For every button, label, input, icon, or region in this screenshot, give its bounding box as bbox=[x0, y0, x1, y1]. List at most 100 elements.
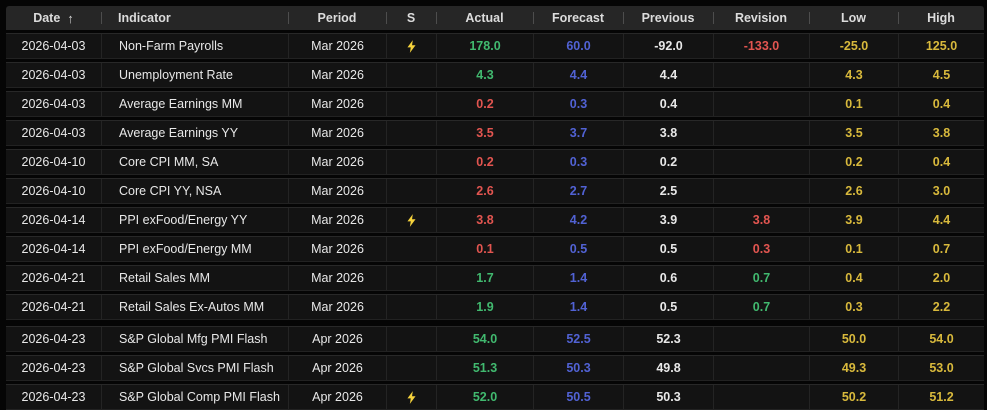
cell-value: 2026-04-14 bbox=[21, 213, 86, 227]
table-row[interactable]: 2026-04-21 Retail Sales Ex-Autos MM Mar 20… bbox=[6, 294, 984, 320]
table-row[interactable]: 2026-04-10 Core CPI YY, NSA Mar 2026 2.6 2.7… bbox=[6, 178, 984, 204]
cell-s bbox=[386, 295, 436, 319]
cell-high: 54.0 bbox=[898, 327, 984, 351]
cell-high: 51.2 bbox=[898, 385, 984, 409]
cell-previous: 49.8 bbox=[623, 356, 713, 380]
cell-previous: 0.5 bbox=[623, 237, 713, 261]
table-row[interactable]: 2026-04-03 Non-Farm Payrolls Mar 2026 178.0… bbox=[6, 33, 984, 59]
column-header-low[interactable]: Low bbox=[809, 6, 898, 30]
cell-s bbox=[386, 63, 436, 87]
cell-revision bbox=[713, 327, 809, 351]
cell-value: 2026-04-14 bbox=[21, 242, 86, 256]
cell-revision bbox=[713, 121, 809, 145]
cell-value: S&P Global Comp PMI Flash bbox=[119, 390, 280, 404]
cell-forecast: 50.3 bbox=[533, 356, 623, 380]
cell-value: PPI exFood/Energy MM bbox=[119, 242, 252, 256]
cell-s bbox=[386, 266, 436, 290]
table-row[interactable]: 2026-04-21 Retail Sales MM Mar 2026 1.7 1.4 0… bbox=[6, 265, 984, 291]
cell-revision: 0.7 bbox=[713, 266, 809, 290]
cell-value: 0.7 bbox=[752, 271, 771, 285]
cell-previous: 0.4 bbox=[623, 92, 713, 116]
cell-value: Mar 2026 bbox=[311, 97, 364, 111]
table-row[interactable]: 2026-04-03 Average Earnings MM Mar 2026 0.2… bbox=[6, 91, 984, 117]
cell-period: Mar 2026 bbox=[288, 63, 386, 87]
column-header-previous[interactable]: Previous bbox=[623, 6, 713, 30]
cell-actual: 0.2 bbox=[436, 92, 533, 116]
cell-value: 0.5 bbox=[659, 300, 678, 314]
cell-previous: 0.5 bbox=[623, 295, 713, 319]
column-header-high[interactable]: High bbox=[898, 6, 984, 30]
cell-actual: 3.5 bbox=[436, 121, 533, 145]
cell-actual: 54.0 bbox=[436, 327, 533, 351]
cell-value: 0.4 bbox=[659, 97, 678, 111]
cell-value: 2.5 bbox=[659, 184, 678, 198]
cell-period: Mar 2026 bbox=[288, 121, 386, 145]
cell-value: 2026-04-03 bbox=[21, 68, 86, 82]
cell-value: Mar 2026 bbox=[311, 271, 364, 285]
column-header-label: Low bbox=[841, 11, 866, 25]
cell-value: 2026-04-23 bbox=[21, 390, 86, 404]
cell-high: 3.0 bbox=[898, 179, 984, 203]
cell-value: Core CPI YY, NSA bbox=[119, 184, 222, 198]
cell-value: 4.4 bbox=[932, 213, 951, 227]
cell-value: 0.7 bbox=[932, 242, 951, 256]
cell-value: S&P Global Mfg PMI Flash bbox=[119, 332, 268, 346]
cell-s bbox=[386, 208, 436, 232]
column-header-label: Indicator bbox=[118, 11, 171, 25]
cell-value: 0.1 bbox=[845, 97, 863, 111]
cell-value: 51.3 bbox=[472, 361, 498, 375]
cell-indicator: Retail Sales Ex-Autos MM bbox=[101, 295, 288, 319]
cell-date: 2026-04-10 bbox=[6, 179, 101, 203]
column-header-label: Forecast bbox=[551, 11, 605, 25]
cell-low: 0.2 bbox=[809, 150, 898, 174]
cell-value: 2.6 bbox=[845, 184, 863, 198]
column-header-label: Previous bbox=[641, 11, 695, 25]
cell-value: 50.3 bbox=[566, 361, 591, 375]
cell-value: 2026-04-23 bbox=[21, 361, 86, 375]
cell-revision bbox=[713, 150, 809, 174]
table-row[interactable]: 2026-04-10 Core CPI MM, SA Mar 2026 0.2 0.3 0… bbox=[6, 149, 984, 175]
cell-forecast: 2.7 bbox=[533, 179, 623, 203]
cell-value: 0.2 bbox=[476, 97, 494, 111]
cell-value: 0.3 bbox=[845, 300, 863, 314]
cell-value: S&P Global Svcs PMI Flash bbox=[119, 361, 274, 375]
cell-indicator: Core CPI YY, NSA bbox=[101, 179, 288, 203]
column-header-date[interactable]: Date ↑ bbox=[6, 6, 101, 30]
cell-indicator: S&P Global Svcs PMI Flash bbox=[101, 356, 288, 380]
column-header-label: High bbox=[927, 11, 955, 25]
column-header-revision[interactable]: Revision bbox=[713, 6, 809, 30]
cell-value: 2.7 bbox=[569, 184, 588, 198]
cell-value: 2.2 bbox=[932, 300, 951, 314]
table-row[interactable]: 2026-04-03 Average Earnings YY Mar 2026 3.5… bbox=[6, 120, 984, 146]
cell-revision bbox=[713, 356, 809, 380]
table-row[interactable]: 2026-04-03 Unemployment Rate Mar 2026 4.3 4.… bbox=[6, 62, 984, 88]
cell-period: Apr 2026 bbox=[288, 356, 386, 380]
cell-period: Mar 2026 bbox=[288, 295, 386, 319]
cell-value: 1.9 bbox=[476, 300, 494, 314]
cell-value: 0.5 bbox=[659, 242, 678, 256]
column-header-actual[interactable]: Actual bbox=[436, 6, 533, 30]
cell-value: Mar 2026 bbox=[311, 68, 364, 82]
cell-low: -25.0 bbox=[809, 34, 898, 58]
table-row[interactable]: 2026-04-23 S&P Global Comp PMI Flash Apr 2… bbox=[6, 384, 984, 410]
cell-actual: 1.9 bbox=[436, 295, 533, 319]
cell-period: Mar 2026 bbox=[288, 34, 386, 58]
cell-previous: 0.2 bbox=[623, 150, 713, 174]
cell-value: Mar 2026 bbox=[311, 242, 364, 256]
column-header-period[interactable]: Period bbox=[288, 6, 386, 30]
cell-revision: 3.8 bbox=[713, 208, 809, 232]
cell-high: 4.4 bbox=[898, 208, 984, 232]
column-header-s[interactable]: S bbox=[386, 6, 436, 30]
table-row[interactable]: 2026-04-14 PPI exFood/Energy YY Mar 2026 3.… bbox=[6, 207, 984, 233]
cell-low: 49.3 bbox=[809, 356, 898, 380]
table-row[interactable]: 2026-04-14 PPI exFood/Energy MM Mar 2026 0.… bbox=[6, 236, 984, 262]
cell-actual: 52.0 bbox=[436, 385, 533, 409]
column-header-forecast[interactable]: Forecast bbox=[533, 6, 623, 30]
table-row[interactable]: 2026-04-23 S&P Global Mfg PMI Flash Apr 20… bbox=[6, 326, 984, 352]
table-row[interactable]: 2026-04-23 S&P Global Svcs PMI Flash Apr 2… bbox=[6, 355, 984, 381]
cell-s bbox=[386, 150, 436, 174]
cell-period: Mar 2026 bbox=[288, 208, 386, 232]
column-header-indicator[interactable]: Indicator bbox=[101, 6, 288, 30]
cell-value: 3.5 bbox=[476, 126, 494, 140]
cell-date: 2026-04-03 bbox=[6, 63, 101, 87]
